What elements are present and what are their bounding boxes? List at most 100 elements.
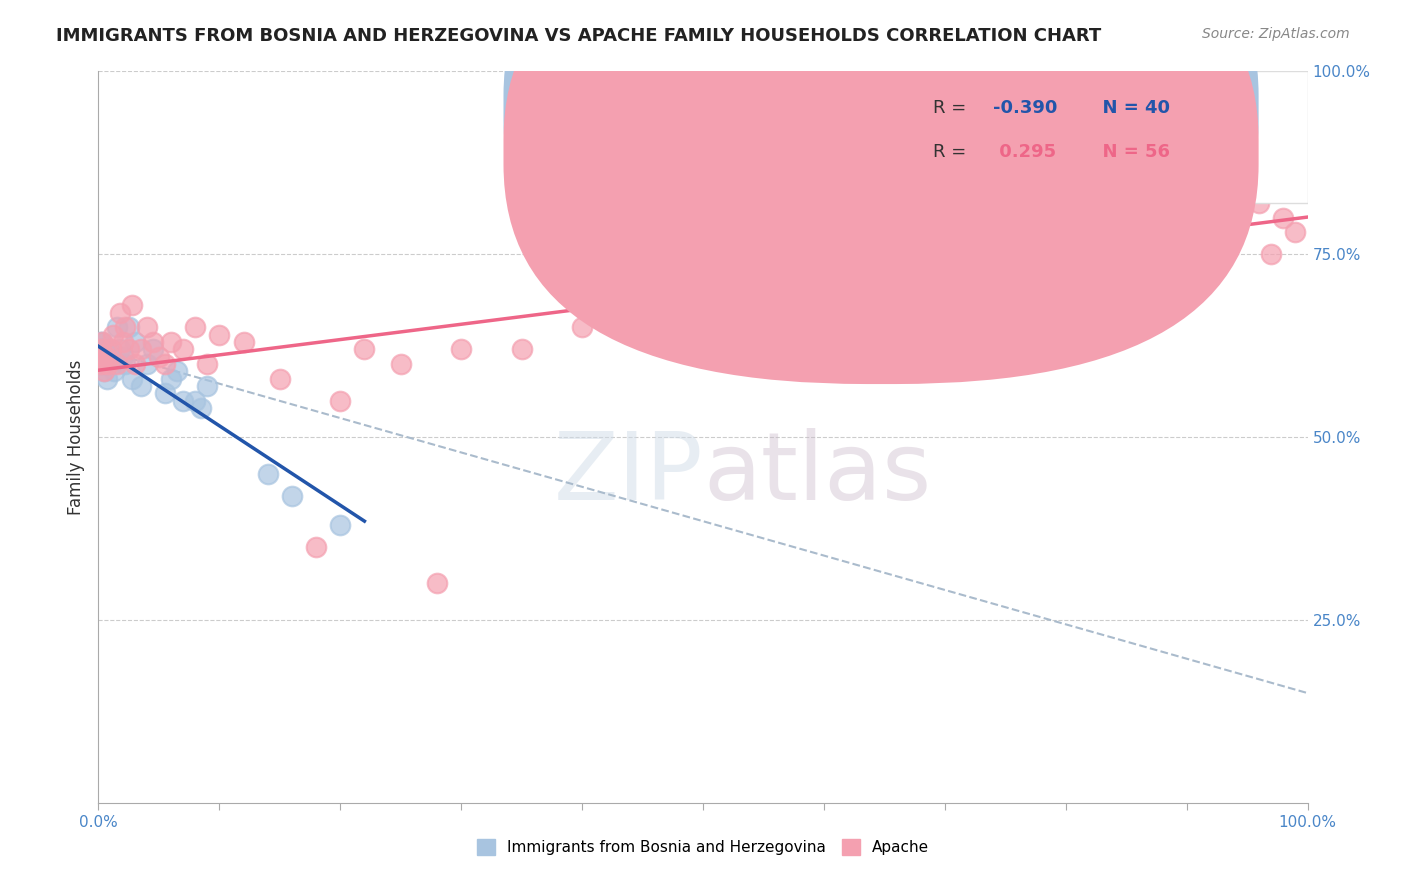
Point xyxy=(195,357,218,371)
Point xyxy=(1260,247,1282,261)
Point xyxy=(129,379,152,393)
Point xyxy=(269,371,291,385)
Point xyxy=(93,364,115,378)
FancyBboxPatch shape xyxy=(503,0,1258,340)
Point xyxy=(89,334,111,349)
Point xyxy=(108,306,131,320)
Point xyxy=(1031,196,1053,211)
Point xyxy=(692,343,714,357)
Point xyxy=(426,576,449,591)
Point xyxy=(121,371,143,385)
Point xyxy=(329,517,352,532)
Point xyxy=(166,364,188,378)
Point xyxy=(172,343,194,357)
Point xyxy=(195,379,218,393)
Point xyxy=(934,137,956,152)
Point xyxy=(571,320,593,334)
Text: R =: R = xyxy=(932,99,972,117)
Point xyxy=(91,334,114,349)
Point xyxy=(873,196,896,211)
Point xyxy=(160,334,183,349)
Text: atlas: atlas xyxy=(703,427,931,520)
Text: -0.390: -0.390 xyxy=(993,99,1057,117)
Point xyxy=(111,350,134,364)
Point xyxy=(813,334,835,349)
Point xyxy=(148,350,170,364)
Point xyxy=(96,357,118,371)
Point xyxy=(1249,196,1271,211)
Point xyxy=(96,371,118,385)
Point xyxy=(94,357,117,371)
Point xyxy=(87,357,110,371)
Point xyxy=(97,357,120,371)
Point xyxy=(1272,211,1295,225)
Point xyxy=(184,393,207,408)
Point xyxy=(752,298,775,312)
Point xyxy=(118,320,141,334)
Point xyxy=(135,357,157,371)
Point xyxy=(87,350,110,364)
Point xyxy=(389,357,412,371)
Point xyxy=(994,225,1017,239)
Point xyxy=(108,343,131,357)
Point xyxy=(105,357,128,371)
Point xyxy=(100,343,122,357)
Point xyxy=(135,320,157,334)
Point xyxy=(160,371,183,385)
Point xyxy=(1199,211,1222,225)
Point xyxy=(101,327,124,342)
Point xyxy=(93,343,115,357)
Point xyxy=(101,357,124,371)
Text: ZIP: ZIP xyxy=(554,427,703,520)
Point xyxy=(124,357,146,371)
Point xyxy=(153,386,176,401)
Point xyxy=(105,320,128,334)
Point xyxy=(1175,240,1198,254)
Point xyxy=(96,350,118,364)
Text: Source: ZipAtlas.com: Source: ZipAtlas.com xyxy=(1202,27,1350,41)
Legend: Immigrants from Bosnia and Herzegovina, Apache: Immigrants from Bosnia and Herzegovina, … xyxy=(471,833,935,861)
Point xyxy=(305,540,328,554)
Point xyxy=(118,343,141,357)
Point xyxy=(1128,225,1150,239)
Point xyxy=(190,401,212,415)
Point xyxy=(1284,225,1306,239)
Point xyxy=(111,334,134,349)
Point xyxy=(114,320,136,334)
Point xyxy=(142,334,165,349)
Point xyxy=(97,343,120,357)
Point xyxy=(256,467,278,481)
Point xyxy=(281,489,304,503)
Point xyxy=(124,334,146,349)
Point xyxy=(172,393,194,408)
FancyBboxPatch shape xyxy=(503,0,1258,384)
Point xyxy=(129,343,152,357)
FancyBboxPatch shape xyxy=(837,71,1308,203)
Text: IMMIGRANTS FROM BOSNIA AND HERZEGOVINA VS APACHE FAMILY HOUSEHOLDS CORRELATION C: IMMIGRANTS FROM BOSNIA AND HERZEGOVINA V… xyxy=(56,27,1101,45)
Text: N = 40: N = 40 xyxy=(1090,99,1170,117)
Point xyxy=(89,343,111,357)
Point xyxy=(1152,211,1174,225)
Point xyxy=(90,357,112,371)
Point xyxy=(232,334,254,349)
Point xyxy=(103,364,125,378)
Y-axis label: Family Households: Family Households xyxy=(66,359,84,515)
Point xyxy=(353,343,375,357)
Point xyxy=(1078,247,1101,261)
Point xyxy=(1102,196,1125,211)
Point xyxy=(510,343,533,357)
Text: R =: R = xyxy=(932,143,972,161)
Point xyxy=(91,350,114,364)
Point xyxy=(184,320,207,334)
Point xyxy=(121,298,143,312)
Point xyxy=(1054,211,1077,225)
Point xyxy=(1223,225,1246,239)
Point xyxy=(91,357,114,371)
Point xyxy=(153,357,176,371)
Point xyxy=(89,343,111,357)
Point xyxy=(100,350,122,364)
Point xyxy=(450,343,472,357)
Point xyxy=(329,393,352,408)
Text: 0.295: 0.295 xyxy=(993,143,1056,161)
Point xyxy=(114,357,136,371)
